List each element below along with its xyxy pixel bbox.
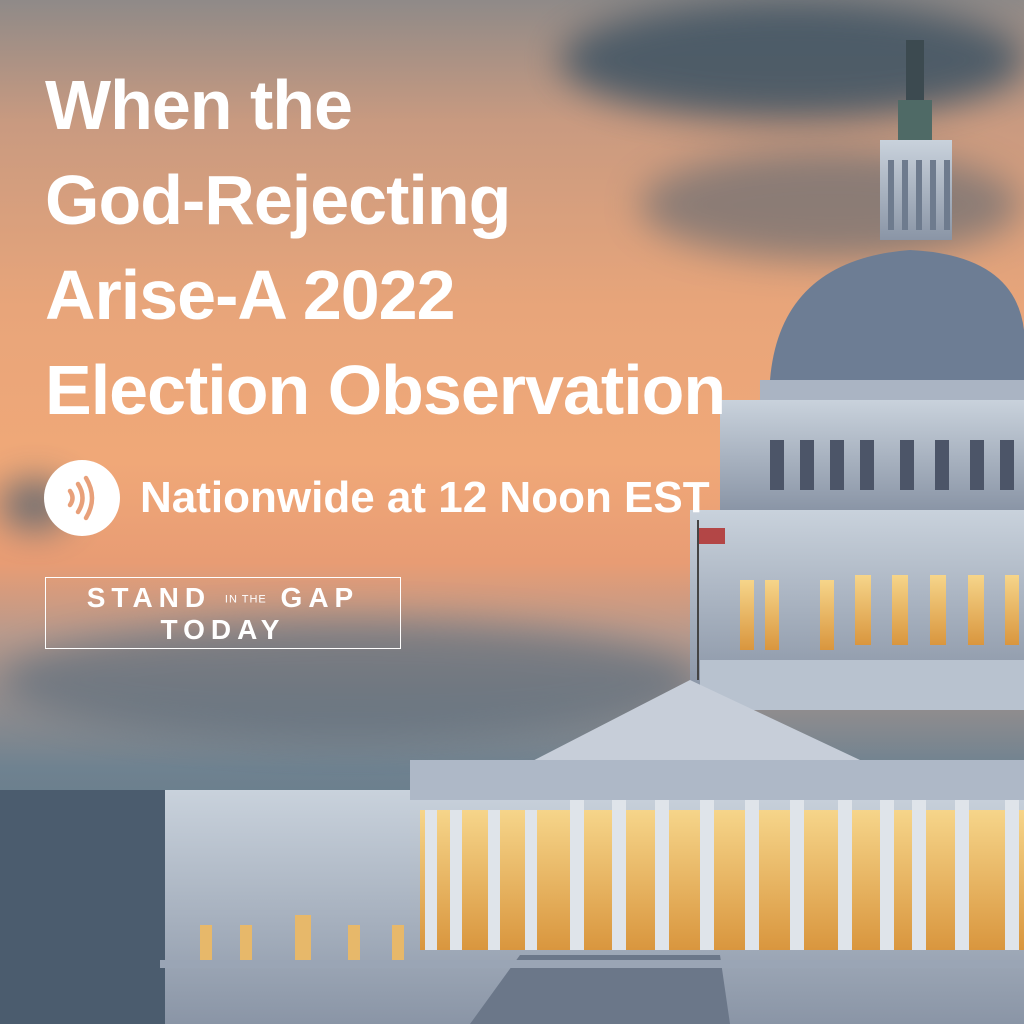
logo-today: TODAY (160, 613, 286, 645)
stand-in-the-gap-today-logo: STAND IN THE GAP TODAY (45, 577, 401, 649)
logo-stand: STAND (86, 582, 212, 613)
headline-line-3: Arise-A 2022 (45, 256, 456, 334)
logo-in-the: IN THE (224, 593, 267, 606)
cloud (640, 150, 1020, 260)
broadcast-waves-icon (44, 460, 120, 536)
subtitle-row: Nationwide at 12 Noon EST (44, 460, 710, 536)
headline-line-2: God-Rejecting (45, 161, 511, 239)
subtitle-text: Nationwide at 12 Noon EST (140, 473, 710, 522)
logo-gap: GAP (280, 582, 360, 613)
cloud (560, 0, 1024, 120)
headline-line-1: When the (45, 66, 353, 144)
headline-line-4: Election Observation (45, 351, 726, 429)
headline: When the God-Rejecting Arise-A 2022 Elec… (45, 58, 726, 438)
cloud (0, 620, 700, 740)
